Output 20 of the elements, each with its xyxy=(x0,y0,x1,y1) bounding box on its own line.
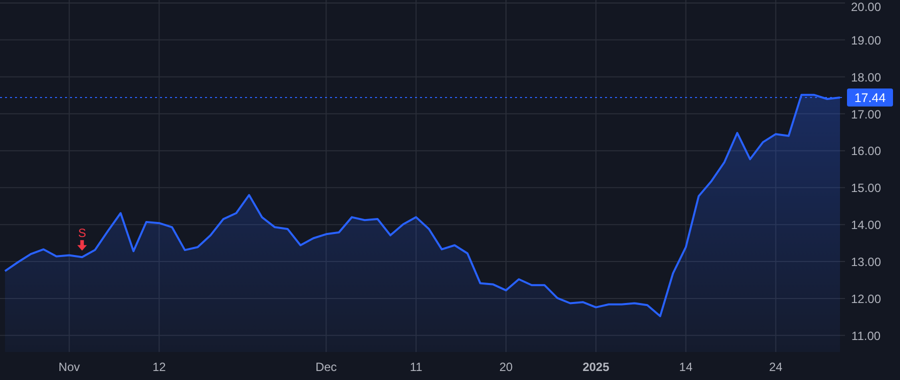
y-tick-label: 17.00 xyxy=(850,107,882,122)
y-tick-label: 19.00 xyxy=(850,33,882,48)
y-tick-label: 12.00 xyxy=(850,292,882,306)
y-tick-label: 13.00 xyxy=(850,255,882,270)
x-tick-label: 11 xyxy=(410,360,423,374)
y-tick-label: 14.00 xyxy=(850,218,882,232)
y-tick-label: 18.00 xyxy=(850,70,882,84)
x-tick-label: 12 xyxy=(152,360,166,374)
x-tick-label: Dec xyxy=(315,360,337,374)
x-tick-label: Nov xyxy=(58,360,80,374)
annotation: S xyxy=(78,226,86,240)
y-tick-label: 20.00 xyxy=(850,0,882,14)
ref-line-label: 17.44 xyxy=(854,91,886,106)
x-tick-label: 14 xyxy=(679,360,693,374)
y-tick-label: 15.00 xyxy=(850,181,882,196)
y-tick-label: 16.00 xyxy=(850,144,882,158)
x-tick-label: 24 xyxy=(769,360,783,374)
x-tick-label: 20 xyxy=(499,360,513,374)
y-tick-label: 11.00 xyxy=(851,328,881,343)
x-tick-label: 2025 xyxy=(582,360,610,374)
